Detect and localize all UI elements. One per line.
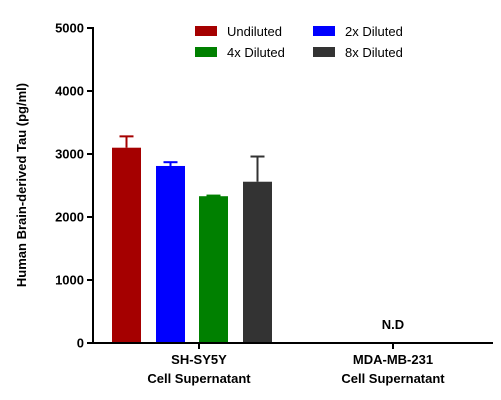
legend: Undiluted 2x Diluted 4x Diluted 8x Diluted (195, 24, 403, 60)
annotations: N.D (382, 317, 404, 332)
y-tick-label: 2000 (55, 210, 84, 225)
legend-label: Undiluted (227, 24, 282, 39)
bar-2x-diluted (156, 165, 185, 343)
legend-swatch (195, 26, 217, 36)
bars (112, 135, 272, 343)
y-axis-ticks: 0 1000 2000 3000 4000 5000 (55, 21, 93, 351)
bar-8x-diluted (243, 181, 272, 343)
legend-swatch (195, 47, 217, 57)
legend-label: 4x Diluted (227, 45, 285, 60)
y-tick-label: 4000 (55, 84, 84, 99)
x-category-label-line1: MDA-MB-231 (353, 352, 433, 367)
legend-label: 2x Diluted (345, 24, 403, 39)
x-category-label-line1: SH-SY5Y (171, 352, 227, 367)
y-tick-label: 1000 (55, 273, 84, 288)
x-category-label-line2: Cell Supernatant (147, 371, 251, 386)
legend-label: 8x Diluted (345, 45, 403, 60)
bar-undiluted (112, 147, 141, 343)
legend-swatch (313, 26, 335, 36)
x-axis-categories: SH-SY5Y Cell Supernatant MDA-MB-231 Cell Su… (147, 343, 445, 386)
not-detected-label: N.D (382, 317, 404, 332)
y-axis-label: Human Brain-derived Tau (pg/ml) (14, 83, 29, 287)
y-tick-label: 0 (77, 336, 84, 351)
bar-4x-diluted (199, 196, 228, 343)
y-tick-label: 3000 (55, 147, 84, 162)
legend-swatch (313, 47, 335, 57)
y-tick-label: 5000 (55, 21, 84, 36)
x-category-label-line2: Cell Supernatant (341, 371, 445, 386)
